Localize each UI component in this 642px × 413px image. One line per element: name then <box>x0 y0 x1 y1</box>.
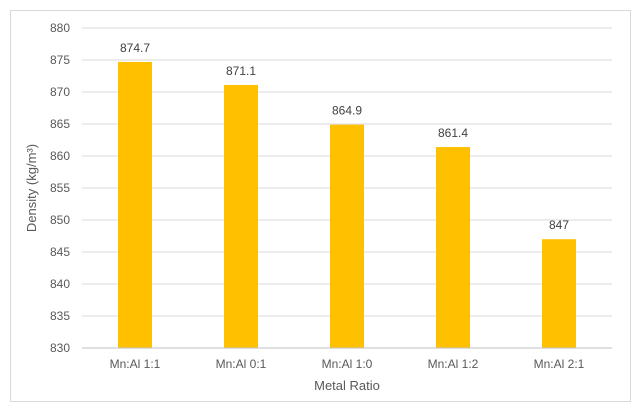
y-tick-label: 870 <box>50 85 70 99</box>
y-tick-label: 850 <box>50 213 70 227</box>
data-label: 861.4 <box>438 126 468 140</box>
x-tick-label: Mn:Al 1:0 <box>322 357 373 371</box>
x-axis-ticks: Mn:Al 1:1 Mn:Al 0:1 Mn:Al 1:0 Mn:Al 1:2 Mn:A… <box>110 357 585 371</box>
chart-frame <box>10 10 631 402</box>
bar <box>224 84 258 349</box>
data-label: 864.9 <box>332 104 362 118</box>
y-tick-label: 875 <box>50 53 70 67</box>
y-tick-label: 845 <box>50 245 70 259</box>
y-tick-label: 840 <box>50 277 70 291</box>
gridlines <box>82 27 612 317</box>
y-tick-label: 860 <box>50 149 70 163</box>
bar <box>330 124 364 348</box>
bars <box>118 61 576 349</box>
y-tick-label: 830 <box>50 341 70 355</box>
x-tick-label: Mn:Al 1:2 <box>428 357 479 371</box>
y-axis-title: Density (kg/m³) <box>24 144 39 232</box>
x-tick-label: Mn:Al 1:1 <box>110 357 161 371</box>
data-label: 874.7 <box>120 41 150 55</box>
bar <box>118 61 152 349</box>
x-axis-title: Metal Ratio <box>314 378 380 393</box>
y-tick-label: 835 <box>50 309 70 323</box>
y-tick-label: 865 <box>50 117 70 131</box>
data-labels: 874.7 871.1 864.9 861.4 847 <box>120 41 569 232</box>
bar <box>436 147 470 348</box>
y-tick-label: 855 <box>50 181 70 195</box>
y-tick-label: 880 <box>50 21 70 35</box>
data-label: 871.1 <box>226 64 256 78</box>
y-axis-ticks: 830 835 840 845 850 855 860 865 870 875 880 <box>50 21 70 355</box>
bar <box>542 239 576 348</box>
x-tick-label: Mn:Al 0:1 <box>216 357 267 371</box>
x-tick-label: Mn:Al 2:1 <box>534 357 585 371</box>
data-label: 847 <box>549 218 569 232</box>
